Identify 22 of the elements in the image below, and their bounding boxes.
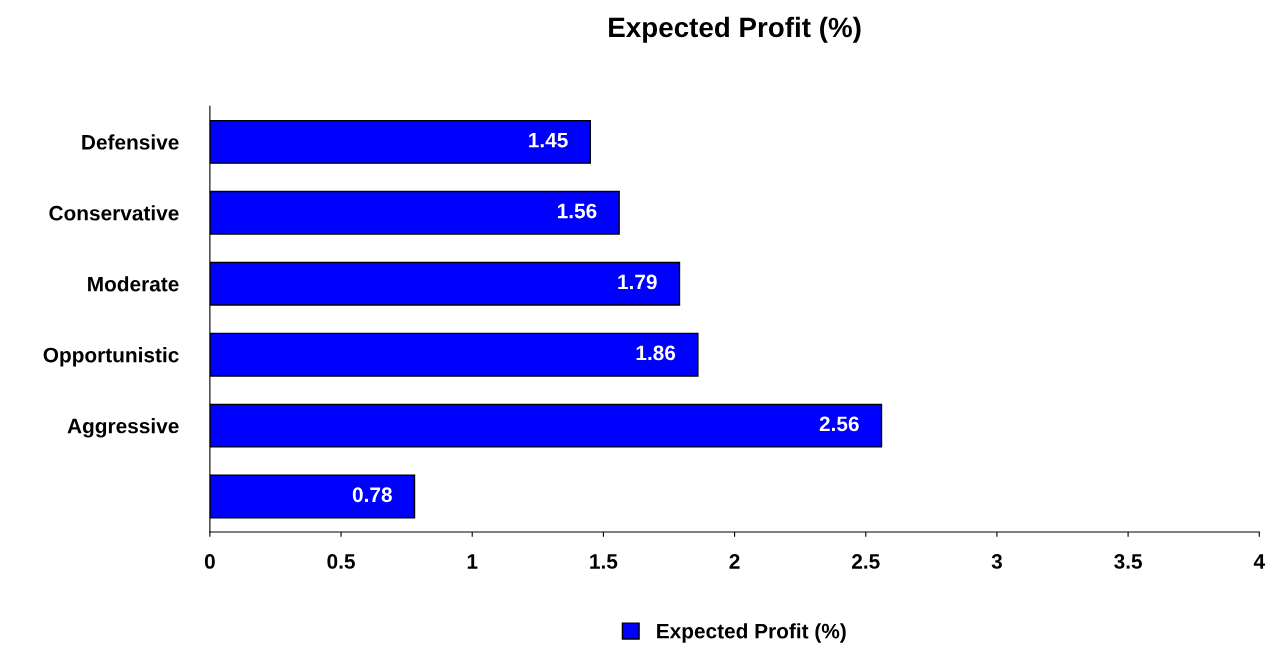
- y-tick-label: Conservative: [49, 205, 179, 221]
- data-label: 1.79: [618, 274, 657, 290]
- x-tick-label: 3.5: [1114, 554, 1143, 569]
- x-tick-label: 0.5: [327, 554, 355, 569]
- y-tick-label: Opportunistic: [43, 347, 179, 367]
- data-label: 0.78: [352, 487, 392, 503]
- y-tick-label: Defensive: [82, 134, 179, 150]
- data-label: 2.56: [819, 416, 859, 432]
- x-tick-label: 1: [467, 554, 478, 569]
- data-label: 1.56: [557, 203, 597, 219]
- data-label: 1.86: [636, 345, 676, 361]
- y-tick-label: Moderate: [88, 276, 179, 292]
- x-tick-label: 0: [204, 554, 215, 569]
- x-tick-label: 3: [991, 554, 1002, 569]
- data-label: 1.45: [529, 132, 568, 148]
- x-tick-label: 4: [1253, 554, 1265, 569]
- legend-label: Expected Profit (%): [657, 623, 846, 643]
- chart-title: Expected Profit (%): [609, 16, 861, 43]
- x-tick-label: 2: [729, 554, 740, 569]
- x-tick-label: 1.5: [590, 554, 618, 569]
- y-tick-label: Aggressive: [67, 418, 179, 438]
- x-tick-label: 2.5: [852, 554, 880, 569]
